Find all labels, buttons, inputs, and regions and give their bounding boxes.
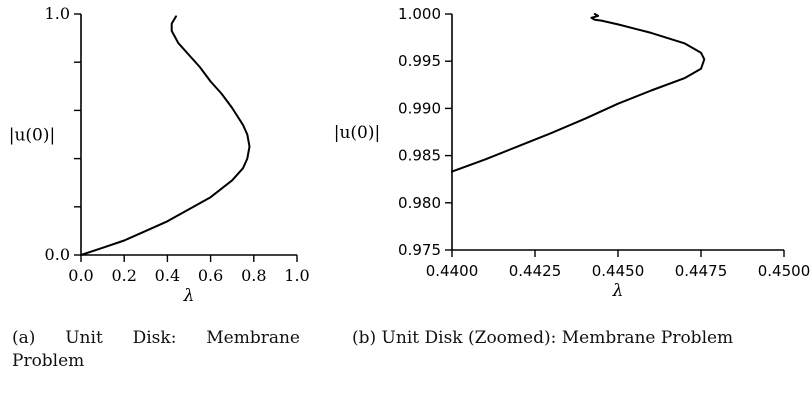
y-tick-label: 0.975 — [398, 241, 441, 259]
x-axis-label: λ — [183, 286, 195, 306]
y-tick-label: 0.0 — [45, 245, 70, 264]
y-tick-label: 0.980 — [398, 194, 441, 212]
chart-a: 0.0 0.2 0.4 0.6 0.8 1.0 0.0 1.0 λ |u(0)| — [9, 4, 310, 306]
x-axis-label: λ — [612, 281, 624, 301]
x-tick-label: 0.6 — [198, 266, 223, 285]
x-tick-label: 0.8 — [241, 266, 266, 285]
x-tick-label: 0.4450 — [592, 262, 645, 280]
series-line — [451, 13, 706, 173]
y-axis-label: |u(0)| — [9, 126, 55, 146]
x-tick-label: 0.4500 — [758, 262, 810, 280]
x-tick-label: 0.4475 — [675, 262, 728, 280]
x-tick-label: 0.0 — [68, 266, 93, 285]
y-tick-label: 0.985 — [398, 147, 441, 165]
y-tick-label: 1.000 — [398, 5, 441, 23]
x-tick-label: 0.2 — [111, 266, 136, 285]
y-axis-label: |u(0)| — [334, 123, 380, 143]
chart-b: 0.4400 0.4425 0.4450 0.4475 0.4500 0.975 0.980… — [334, 5, 810, 301]
x-tick-label: 0.4 — [155, 266, 180, 285]
x-tick-label: 1.0 — [284, 266, 309, 285]
series-line — [80, 15, 251, 256]
x-tick-label: 0.4400 — [426, 262, 479, 280]
y-tick-label: 0.995 — [398, 52, 441, 70]
x-tick-label: 0.4425 — [509, 262, 562, 280]
caption-b: (b) Unit Disk (Zoomed): Membrane Problem — [352, 328, 734, 348]
y-tick-label: 1.0 — [45, 4, 70, 23]
figure: 0.0 0.2 0.4 0.6 0.8 1.00.01.0λ|u(0)| 0.4400 0.… — [9, 4, 810, 306]
caption-a: (a) Unit Disk: Membrane Problem — [12, 328, 300, 371]
y-tick-label: 0.990 — [398, 99, 441, 117]
